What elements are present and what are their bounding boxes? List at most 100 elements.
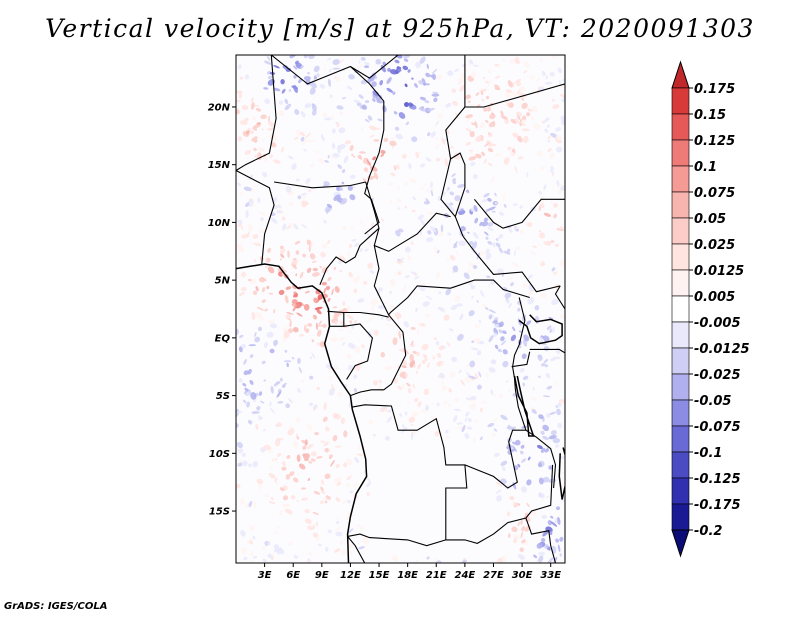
velocity-patch: [273, 309, 276, 314]
velocity-patch: [517, 307, 521, 312]
country-border: [350, 66, 385, 235]
velocity-patch: [347, 499, 351, 504]
velocity-patch: [377, 118, 383, 122]
country-border: [473, 198, 565, 229]
velocity-patch: [294, 109, 300, 115]
colorbar-label: 0.075: [694, 186, 735, 201]
velocity-patch: [236, 483, 241, 489]
velocity-patch: [238, 259, 242, 262]
velocity-patch: [464, 376, 472, 383]
velocity-patch: [355, 64, 364, 69]
velocity-patch: [523, 515, 531, 523]
velocity-patch: [544, 364, 548, 368]
country-border: [464, 429, 526, 489]
lat-tick-label: 10N: [208, 218, 231, 229]
velocity-patch: [469, 151, 473, 156]
velocity-patch: [516, 114, 521, 121]
velocity-patch: [485, 236, 489, 240]
velocity-patch: [464, 433, 470, 439]
lon-tick-label: 3E: [258, 570, 272, 581]
velocity-patch: [333, 365, 339, 370]
velocity-patch: [336, 122, 340, 128]
velocity-patch: [522, 375, 529, 381]
velocity-patch: [559, 260, 565, 267]
velocity-patch: [354, 456, 360, 464]
velocity-patch: [256, 478, 264, 485]
velocity-patch: [494, 192, 497, 197]
velocity-patch: [554, 243, 560, 248]
velocity-patch: [306, 267, 312, 274]
velocity-patch: [261, 545, 266, 551]
velocity-patch: [269, 401, 272, 407]
velocity-patch: [542, 395, 551, 398]
velocity-patch: [520, 119, 527, 125]
velocity-patch: [424, 99, 430, 104]
velocity-patch: [430, 226, 437, 233]
velocity-patch: [550, 240, 555, 243]
velocity-patch: [290, 495, 296, 500]
velocity-patch: [368, 420, 374, 425]
velocity-patch: [307, 322, 313, 327]
velocity-patch: [271, 458, 279, 463]
velocity-patch: [465, 411, 470, 417]
velocity-patch: [353, 483, 359, 487]
velocity-patch: [273, 87, 281, 92]
velocity-patch: [307, 71, 310, 75]
velocity-patch: [446, 341, 451, 347]
velocity-patch: [288, 328, 293, 334]
velocity-patch: [322, 112, 328, 118]
velocity-patch: [237, 136, 242, 142]
velocity-patch: [472, 231, 479, 239]
velocity-patch: [507, 80, 513, 88]
velocity-patch: [349, 194, 356, 201]
velocity-patch: [408, 416, 416, 423]
velocity-patch: [366, 316, 374, 323]
velocity-patch: [357, 298, 365, 303]
velocity-patch: [541, 514, 547, 519]
velocity-patch: [336, 517, 340, 520]
velocity-patch: [242, 460, 248, 467]
velocity-patch: [254, 336, 261, 343]
velocity-patch: [531, 409, 537, 415]
velocity-patch: [514, 56, 520, 64]
velocity-patch: [516, 111, 522, 117]
velocity-patch: [439, 373, 445, 379]
velocity-patch: [289, 320, 292, 328]
velocity-patch: [508, 303, 513, 308]
velocity-patch: [339, 111, 344, 116]
velocity-patch: [332, 59, 340, 65]
velocity-patch: [344, 140, 352, 145]
velocity-patch: [387, 68, 391, 72]
velocity-patch: [267, 450, 274, 454]
velocity-patch: [536, 542, 543, 549]
velocity-patch: [267, 247, 272, 253]
velocity-patch: [550, 430, 557, 436]
velocity-patch: [282, 326, 288, 332]
velocity-patch: [383, 137, 389, 143]
velocity-patch: [238, 346, 243, 353]
velocity-patch: [526, 479, 532, 486]
velocity-patch: [245, 130, 250, 135]
velocity-patch: [371, 81, 377, 87]
velocity-patch: [260, 217, 264, 221]
velocity-patch: [268, 319, 275, 324]
country-border: [236, 170, 275, 266]
velocity-patch: [459, 84, 465, 92]
velocity-patch: [370, 194, 376, 199]
velocity-patch: [245, 392, 250, 396]
velocity-patch: [248, 525, 255, 529]
velocity-patch: [540, 430, 545, 435]
velocity-patch: [328, 388, 335, 396]
velocity-patch: [263, 60, 272, 65]
velocity-patch: [363, 470, 367, 473]
velocity-patch: [274, 531, 279, 534]
velocity-patch: [483, 142, 490, 148]
velocity-patch: [512, 203, 518, 206]
velocity-patch: [470, 103, 475, 107]
colorbar-swatch: [671, 425, 690, 453]
velocity-patch: [338, 143, 346, 150]
velocity-patch: [354, 346, 361, 354]
velocity-patch: [503, 157, 510, 165]
velocity-patch: [489, 113, 496, 120]
velocity-patch: [445, 429, 449, 434]
